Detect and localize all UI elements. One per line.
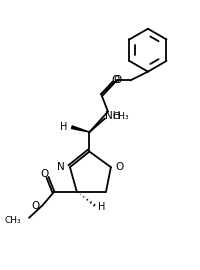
Text: CH₃: CH₃ bbox=[113, 112, 129, 121]
Text: O: O bbox=[116, 162, 124, 172]
Text: H: H bbox=[98, 202, 106, 212]
Text: CH₃: CH₃ bbox=[5, 216, 21, 225]
Text: O: O bbox=[112, 75, 120, 85]
Text: O: O bbox=[40, 169, 49, 179]
Text: NH: NH bbox=[105, 110, 121, 120]
Text: O: O bbox=[31, 201, 40, 211]
Text: O: O bbox=[114, 75, 122, 85]
Text: N: N bbox=[57, 162, 65, 172]
Polygon shape bbox=[72, 126, 89, 132]
Text: H: H bbox=[60, 122, 67, 132]
